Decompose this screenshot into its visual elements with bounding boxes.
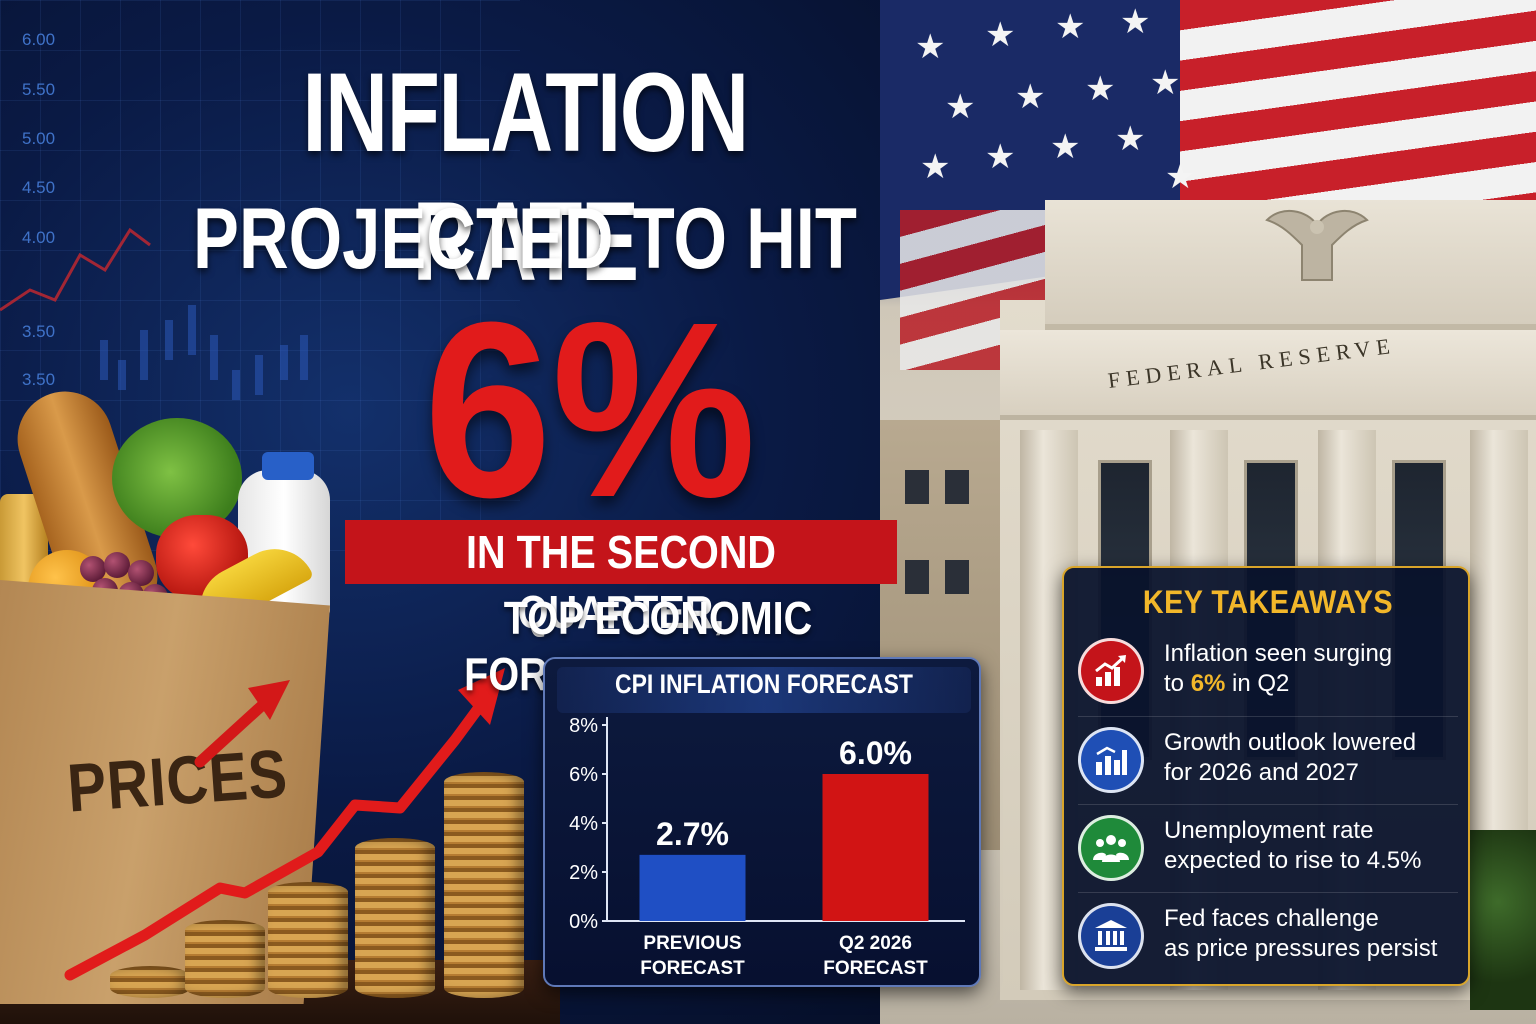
scale-tick: 3.50 xyxy=(22,322,56,341)
building-frieze xyxy=(1000,330,1536,420)
y-tick-label: 6% xyxy=(569,764,598,786)
milk-cap xyxy=(262,452,314,480)
scale-tick: 3.50 xyxy=(22,370,56,389)
data-label: 2.7% xyxy=(656,816,729,852)
x-tick-label: PREVIOUS xyxy=(643,933,741,954)
headline-line-2: PROJECTED TO HIT xyxy=(193,191,857,287)
people-icon xyxy=(1078,815,1144,881)
takeaway-line-2: for 2026 and 2027 xyxy=(1164,759,1359,786)
bank-icon xyxy=(1078,903,1144,969)
star-icon: ★ xyxy=(1015,78,1046,116)
bar xyxy=(822,774,929,921)
star-icon: ★ xyxy=(1120,3,1151,41)
headline-band-background xyxy=(345,520,897,584)
x-tick-label: FORECAST xyxy=(640,958,745,979)
building-window xyxy=(945,470,969,504)
takeaway-text: in Q2 xyxy=(1225,670,1290,697)
chart-title-bar xyxy=(557,667,971,713)
y-tick-label: 4% xyxy=(569,813,598,835)
star-icon: ★ xyxy=(985,138,1016,176)
coin-stack xyxy=(268,882,348,998)
headline-subline: TOP ECONOMIC FORECASTERS SAY xyxy=(464,592,852,700)
y-tick-label: 0% xyxy=(569,911,598,933)
coin-stack xyxy=(185,920,265,998)
star-icon: ★ xyxy=(1150,64,1181,102)
takeaway-highlight: 6% xyxy=(1190,670,1226,697)
star-icon: ★ xyxy=(1050,128,1081,166)
scale-tick: 6.00 xyxy=(22,30,56,49)
key-takeaways-title: KEY TAKEAWAYS xyxy=(1142,584,1394,620)
headline-line-1: INFLATION RATE xyxy=(302,50,749,304)
takeaway-line-2: as price pressures persist xyxy=(1164,935,1438,962)
scale-tick: 4.00 xyxy=(22,228,56,247)
scale-tick: 4.50 xyxy=(22,178,56,197)
x-tick-label: FORECAST xyxy=(823,958,928,979)
takeaway-text: to xyxy=(1164,670,1191,697)
takeaway-item: Fed faces challenge as price pressures p… xyxy=(1078,892,1458,980)
takeaway-item: Unemployment rate expected to rise to 4.… xyxy=(1078,804,1458,892)
takeaway-line-1: Unemployment rate xyxy=(1164,817,1374,844)
star-icon: ★ xyxy=(920,148,951,186)
star-icon: ★ xyxy=(985,16,1016,54)
bushes xyxy=(1470,830,1536,1010)
key-takeaways-panel: KEY TAKEAWAYS Inflation seen surging to … xyxy=(1062,566,1470,986)
grape xyxy=(104,552,130,578)
takeaway-item: Growth outlook lowered for 2026 and 2027 xyxy=(1078,716,1458,804)
y-tick-label: 8% xyxy=(569,715,598,737)
grape xyxy=(80,556,106,582)
bar-chart-icon xyxy=(1078,727,1144,793)
coin-stack xyxy=(110,966,190,998)
data-label: 6.0% xyxy=(839,735,912,771)
scale-tick: 5.00 xyxy=(22,129,56,148)
takeaway-line-2: to 6% in Q2 xyxy=(1164,670,1289,698)
building-window xyxy=(905,560,929,594)
eagle-sculpture-icon xyxy=(1265,209,1369,281)
cpi-bar-chart: 0% 2% 4% 6% 8% 2.7% PREVIOUS FORECAST 6.0% Q2 202… xyxy=(569,715,965,979)
x-tick-label: Q2 2026 xyxy=(839,933,912,954)
y-tick-label: 2% xyxy=(569,862,598,884)
takeaway-line-1: Growth outlook lowered xyxy=(1164,729,1417,756)
bar xyxy=(639,854,746,921)
headline-big-value: 6% xyxy=(423,270,757,549)
takeaway-line-1: Inflation seen surging xyxy=(1164,640,1393,667)
coin-stack xyxy=(444,772,524,998)
chart-up-icon xyxy=(1078,638,1144,704)
headline-band-text: IN THE SECOND QUARTER, xyxy=(466,526,776,638)
takeaway-line-2: expected to rise to 4.5% xyxy=(1164,847,1422,874)
takeaway-line-1: Fed faces challenge xyxy=(1164,905,1379,932)
takeaway-item: Inflation seen surging to 6% in Q2 xyxy=(1078,628,1458,716)
grape xyxy=(128,560,154,586)
building-window xyxy=(905,470,929,504)
star-icon: ★ xyxy=(915,28,946,66)
chart-title: CPI INFLATION FORECAST xyxy=(615,669,913,699)
star-icon: ★ xyxy=(945,88,976,126)
star-icon: ★ xyxy=(1085,70,1116,108)
bag-label: PRICES xyxy=(65,735,291,827)
chart-panel: CPI INFLATION FORECAST 0% 2% 4% 6% 8% 2.7% PRE… xyxy=(543,657,981,987)
star-icon: ★ xyxy=(1055,8,1086,46)
building-window xyxy=(945,560,969,594)
star-icon: ★ xyxy=(1165,158,1196,196)
star-icon: ★ xyxy=(1115,120,1146,158)
coin-stack xyxy=(355,838,435,998)
scale-tick: 5.50 xyxy=(22,80,56,99)
